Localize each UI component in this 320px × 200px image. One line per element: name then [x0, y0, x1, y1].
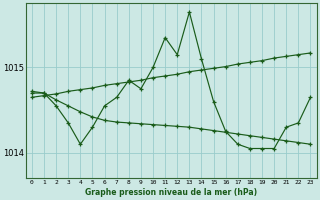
X-axis label: Graphe pression niveau de la mer (hPa): Graphe pression niveau de la mer (hPa)	[85, 188, 257, 197]
